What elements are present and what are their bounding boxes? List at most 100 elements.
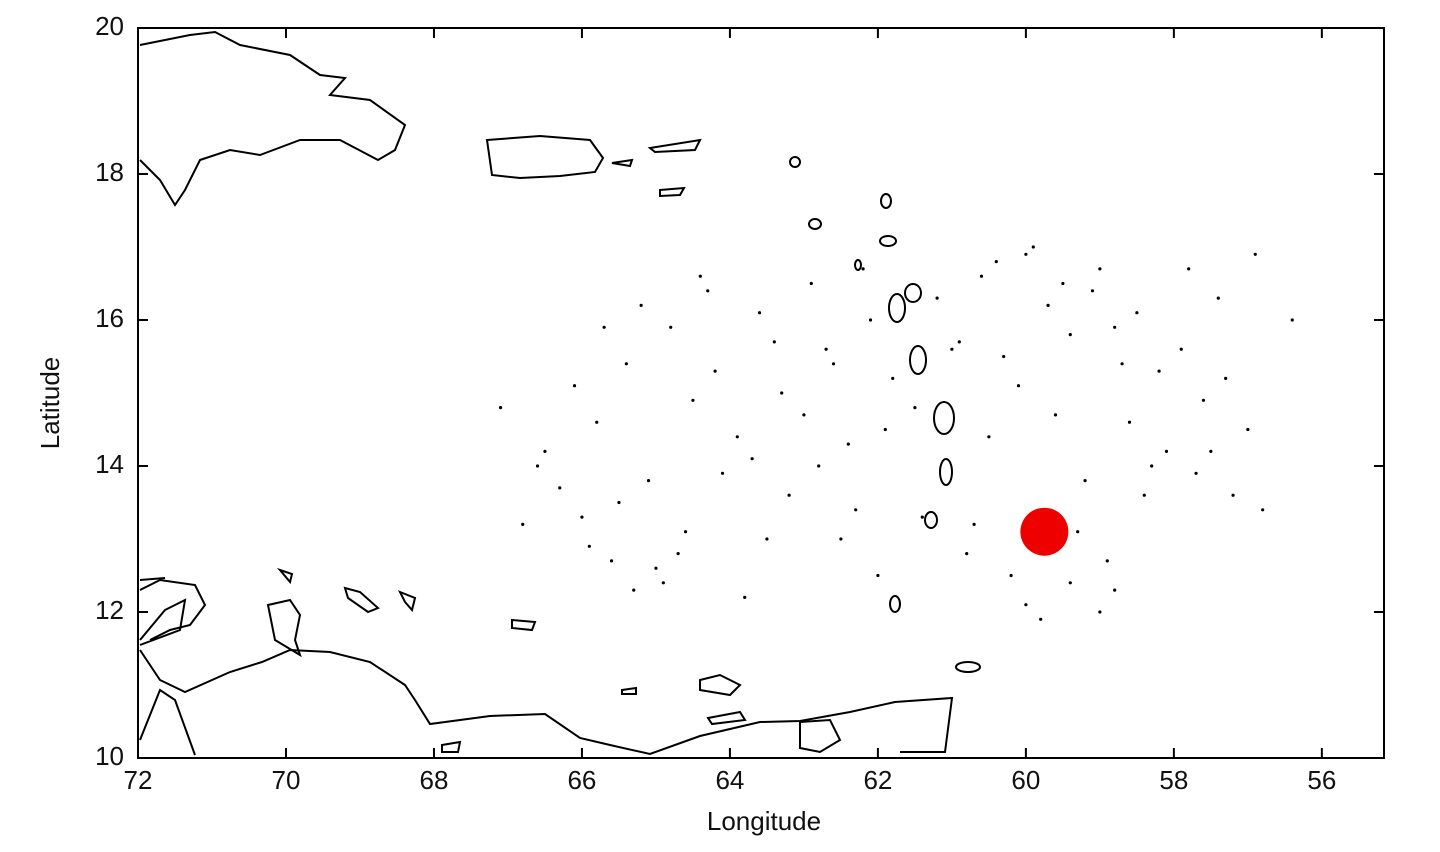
point <box>1046 303 1050 307</box>
point <box>720 471 725 475</box>
point <box>743 595 747 600</box>
point <box>854 508 858 512</box>
point <box>883 427 887 432</box>
point <box>920 515 924 519</box>
point <box>676 552 680 556</box>
plot-frame <box>137 27 1385 759</box>
point <box>1113 588 1117 592</box>
point <box>1253 252 1257 256</box>
point <box>957 340 961 344</box>
point <box>713 369 717 373</box>
point <box>876 573 880 578</box>
point <box>802 413 806 417</box>
x-tick-label: 68 <box>420 765 449 795</box>
point <box>994 260 998 264</box>
point <box>595 420 599 424</box>
x-tick-label: 72 <box>124 765 153 795</box>
point <box>831 362 836 366</box>
point <box>787 493 791 497</box>
point <box>780 391 784 395</box>
point <box>683 530 688 534</box>
point <box>1187 267 1191 271</box>
point <box>669 325 673 329</box>
point <box>1031 245 1035 249</box>
x-axis-label: Longitude <box>707 806 821 836</box>
y-tick-label: 12 <box>95 595 124 625</box>
point <box>1231 493 1235 497</box>
point <box>654 566 658 570</box>
point <box>1201 398 1206 402</box>
point <box>757 311 762 315</box>
highlight-point <box>1020 507 1069 556</box>
point <box>979 274 984 278</box>
point <box>1053 413 1058 417</box>
point <box>1157 369 1161 373</box>
point <box>580 515 584 519</box>
point <box>1179 347 1183 351</box>
point <box>498 406 503 410</box>
point <box>965 552 969 556</box>
point <box>1098 610 1102 614</box>
point <box>624 362 628 366</box>
point <box>846 442 850 446</box>
point <box>632 588 636 592</box>
y-tick-label: 10 <box>95 741 124 771</box>
point <box>1009 573 1013 578</box>
point <box>1039 617 1043 621</box>
point <box>735 435 739 439</box>
point <box>1120 362 1124 366</box>
point <box>1164 449 1169 453</box>
x-tick-label: 70 <box>272 765 301 795</box>
x-tick-label: 66 <box>567 765 596 795</box>
point <box>891 376 895 380</box>
y-tick-label: 16 <box>95 303 124 333</box>
point <box>1068 581 1072 585</box>
point <box>1142 493 1146 497</box>
point <box>1024 252 1028 256</box>
point <box>661 581 665 585</box>
point <box>935 296 939 300</box>
point <box>824 347 828 351</box>
point <box>1002 354 1006 359</box>
point <box>809 281 813 286</box>
point <box>521 522 525 527</box>
point <box>772 340 776 344</box>
point <box>1261 508 1265 512</box>
x-tick-label: 56 <box>1307 765 1336 795</box>
point <box>972 522 976 527</box>
point <box>587 544 591 548</box>
x-tick-label: 58 <box>1159 765 1188 795</box>
point <box>1209 449 1213 453</box>
point <box>1246 427 1250 432</box>
point <box>1127 420 1132 424</box>
point <box>1150 464 1154 468</box>
point <box>1098 267 1102 271</box>
point <box>750 457 754 461</box>
point <box>602 325 606 329</box>
y-axis-label: Latitude <box>35 357 65 450</box>
point <box>1194 471 1198 475</box>
point <box>535 464 540 468</box>
point <box>1216 296 1220 300</box>
point <box>1024 603 1028 607</box>
point <box>1076 530 1080 534</box>
point <box>839 537 843 541</box>
x-tick-label: 64 <box>715 765 744 795</box>
point <box>817 464 821 468</box>
point <box>1090 289 1095 293</box>
point <box>1016 384 1021 388</box>
point <box>913 406 917 410</box>
x-tick-label: 60 <box>1011 765 1040 795</box>
point <box>1083 479 1087 483</box>
point <box>1224 376 1228 380</box>
point <box>1135 311 1139 315</box>
point <box>868 318 873 322</box>
point <box>691 398 695 402</box>
point <box>950 347 954 351</box>
point <box>698 274 702 278</box>
point <box>1113 325 1117 329</box>
point <box>543 449 547 453</box>
point <box>1068 333 1072 337</box>
point <box>706 289 710 293</box>
